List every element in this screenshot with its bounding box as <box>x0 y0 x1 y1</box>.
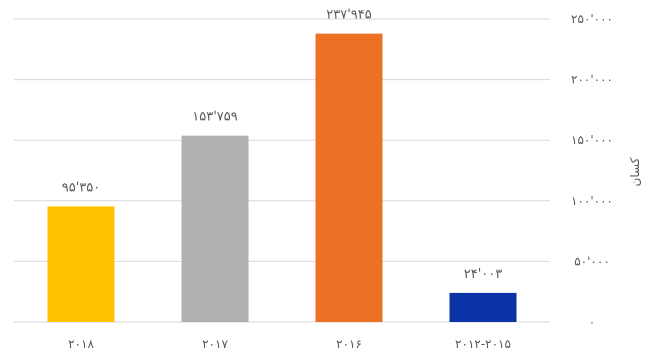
bar <box>47 206 115 322</box>
x-tick-label: ۲۰۱۲-۲۰۱۵ <box>455 337 511 351</box>
bar <box>181 135 249 322</box>
x-tick-label: ۲۰۱۶ <box>336 337 362 351</box>
bar <box>315 33 383 323</box>
x-axis-tick-labels: ۲۰۱۸ ۲۰۱۷ ۲۰۱۶ ۲۰۱۲-۲۰۱۵ <box>68 337 511 351</box>
bar-value-label: ۱۵۳'۷۵۹ <box>192 110 237 125</box>
bar-value-label: ۲۳۷'۹۴۵ <box>326 8 371 23</box>
x-tick-label: ۲۰۱۷ <box>202 337 228 351</box>
y-tick-label: ۱۵۰'۰۰۰ <box>571 133 613 147</box>
bars-group <box>47 33 517 323</box>
y-tick-label: ۰ <box>589 315 595 329</box>
y-tick-label: ۵۰'۰۰۰ <box>574 254 610 268</box>
y-axis-title: کسان <box>628 157 642 186</box>
bar-value-label: ۹۵'۳۵۰ <box>62 180 101 195</box>
y-tick-label: ۱۰۰'۰۰۰ <box>571 194 613 208</box>
y-tick-label: ۲۰۰'۰۰۰ <box>571 73 613 87</box>
y-axis-tick-labels: ۰ ۵۰'۰۰۰ ۱۰۰'۰۰۰ ۱۵۰'۰۰۰ ۲۰۰'۰۰۰ ۲۵۰'۰۰۰ <box>571 12 613 329</box>
bar <box>449 292 517 322</box>
y-tick-label: ۲۵۰'۰۰۰ <box>571 12 613 26</box>
x-tick-label: ۲۰۱۸ <box>68 337 94 351</box>
data-labels-group: ۹۵'۳۵۰ ۱۵۳'۷۵۹ ۲۳۷'۹۴۵ ۲۴'۰۰۳ <box>62 8 503 282</box>
bar-value-label: ۲۴'۰۰۳ <box>464 267 503 282</box>
